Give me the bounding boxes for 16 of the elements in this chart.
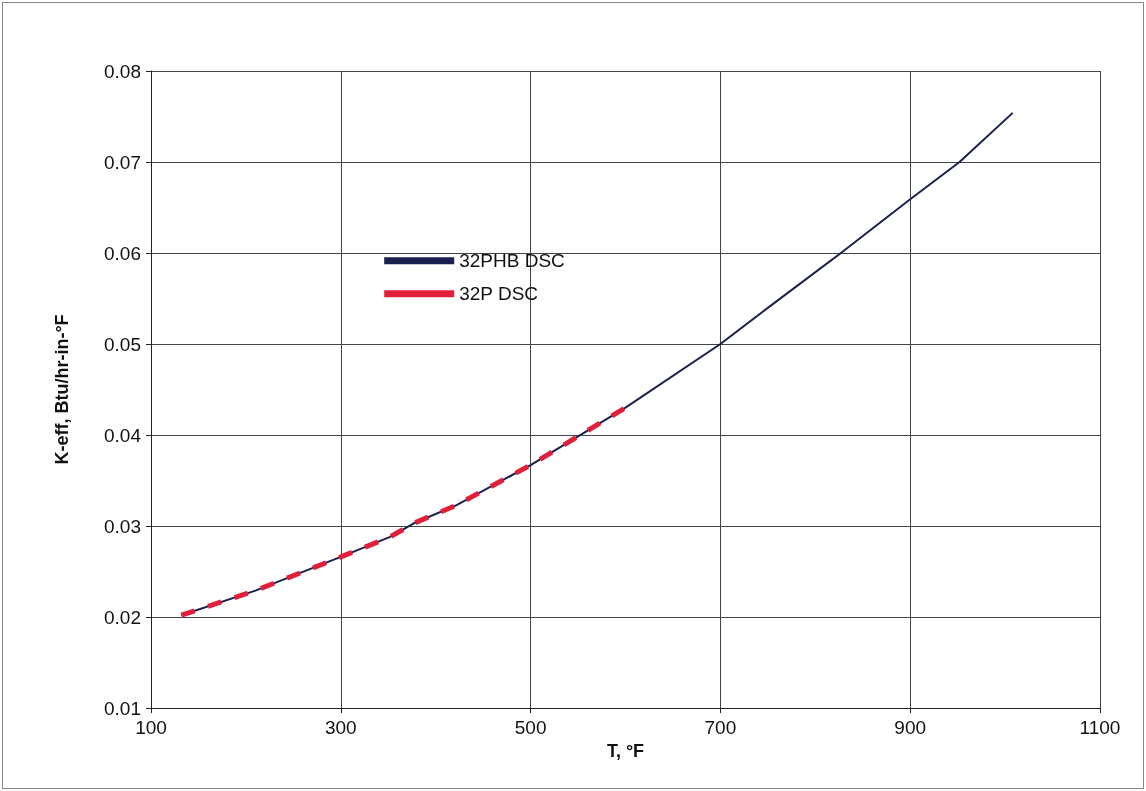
y-tick-label: 0.01 <box>104 697 141 719</box>
y-tick-label: 0.08 <box>104 60 141 82</box>
y-tick-label: 0.04 <box>104 424 142 446</box>
x-tick-label: 700 <box>704 717 737 738</box>
x-tick-label: 1100 <box>1079 717 1121 738</box>
y-tick-label: 0.03 <box>104 515 141 537</box>
x-tick-label: 100 <box>135 717 167 738</box>
y-axis-title: K-eff, Btu/hr-in-°F <box>52 314 72 465</box>
y-tick-label: 0.02 <box>104 606 141 628</box>
y-tick-label: 0.07 <box>104 151 141 173</box>
x-axis-title: T, °F <box>606 740 645 761</box>
x-tick-label: 300 <box>324 717 357 738</box>
x-tick-label: 900 <box>894 717 927 738</box>
y-tick-label: 0.06 <box>104 242 141 264</box>
y-tick-label: 0.05 <box>104 333 141 355</box>
x-tick-label: 500 <box>514 717 547 738</box>
